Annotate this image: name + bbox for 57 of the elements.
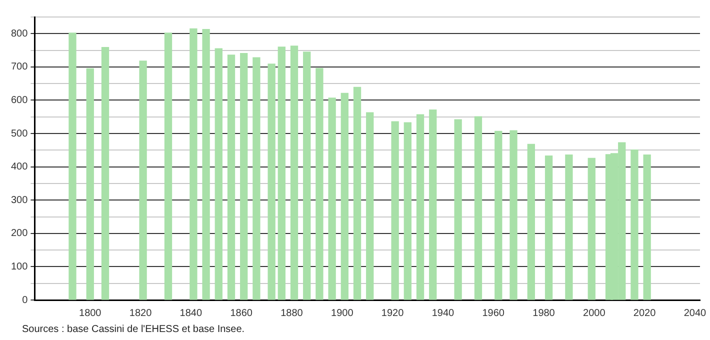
y-tick-label: 600	[10, 94, 28, 106]
bar	[588, 158, 596, 300]
bar	[454, 119, 462, 300]
bar	[366, 112, 374, 300]
y-tick-label: 100	[10, 261, 28, 272]
bar	[565, 154, 573, 300]
bar	[227, 54, 236, 300]
bar	[252, 57, 260, 300]
y-tick-label: 800	[10, 28, 28, 40]
bar	[510, 130, 518, 300]
bar	[101, 46, 110, 300]
x-tick-label: 1920	[381, 308, 404, 319]
x-tick-label: 1800	[79, 308, 102, 319]
bar	[278, 46, 286, 300]
bar	[139, 60, 147, 300]
x-tick-label: 1880	[280, 308, 304, 319]
y-tick-label: 300	[10, 194, 28, 206]
bar	[416, 114, 424, 300]
y-tick-label: 200	[10, 228, 28, 240]
bar	[527, 144, 535, 300]
bar	[164, 32, 172, 300]
bar	[544, 156, 553, 300]
x-tick-label: 1840	[180, 308, 202, 319]
y-tick-label: 500	[10, 128, 28, 140]
bar	[190, 28, 198, 300]
x-tick-label: 2000	[583, 308, 606, 319]
bar	[494, 130, 502, 300]
bar	[328, 98, 336, 300]
x-tick-label: 2040	[684, 308, 707, 319]
bar	[643, 154, 651, 300]
x-tick-label: 1820	[129, 308, 152, 319]
bar	[474, 116, 482, 300]
x-tick-label: 1960	[482, 308, 505, 319]
bar	[268, 64, 276, 300]
x-tick-label: 1900	[331, 308, 354, 319]
x-tick-label: 1980	[532, 308, 556, 319]
y-tick-label: 0	[22, 294, 28, 306]
bar	[68, 32, 76, 300]
bar	[630, 150, 638, 300]
x-tick-label: 1940	[432, 308, 455, 319]
source-note: Sources : base Cassini de l'EHESS et base Insee.	[22, 324, 245, 335]
bar	[316, 68, 324, 300]
bar	[86, 68, 94, 300]
bar	[429, 110, 437, 300]
x-tick-label: 1860	[230, 308, 253, 319]
bar	[340, 92, 348, 300]
bar	[404, 122, 412, 300]
bar	[202, 28, 210, 300]
bar	[391, 121, 399, 300]
x-tick-label: 2020	[633, 308, 656, 319]
bar	[240, 52, 248, 300]
bar	[290, 46, 298, 300]
bar	[303, 52, 311, 300]
bar	[214, 48, 222, 300]
y-tick-label: 700	[10, 62, 28, 73]
y-tick-label: 400	[10, 162, 28, 173]
bar	[353, 86, 362, 300]
